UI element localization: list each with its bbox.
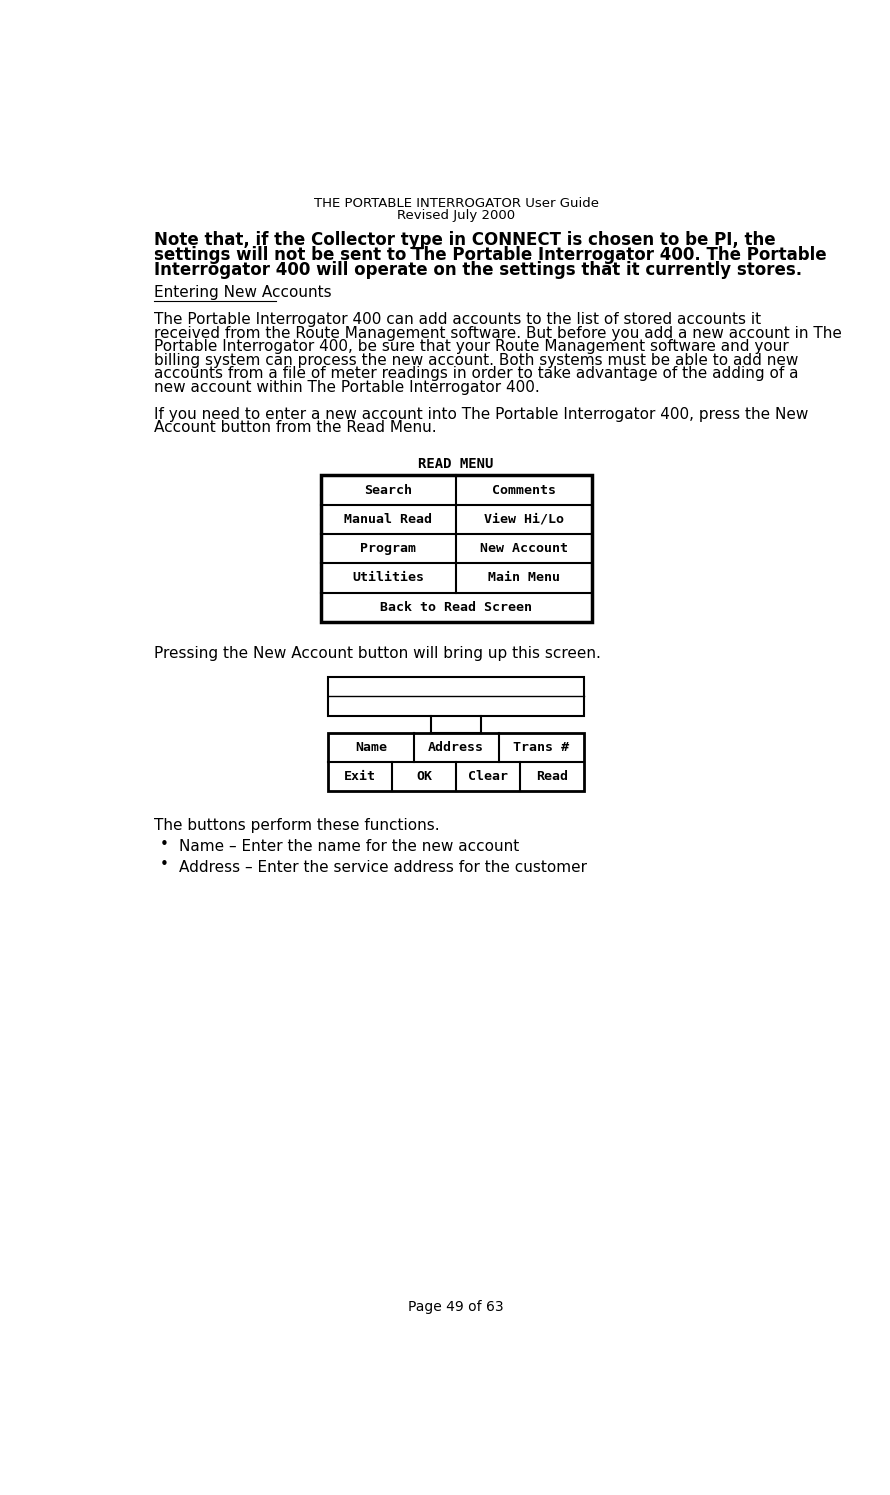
Text: accounts from a file of meter readings in order to take advantage of the adding : accounts from a file of meter readings i… [154,366,798,381]
Bar [320,475,592,622]
Text: billing system can process the new account. Both systems must be able to add new: billing system can process the new accou… [154,353,798,368]
Text: Interrogator 400 will operate on the settings that it currently stores.: Interrogator 400 will operate on the set… [154,262,802,280]
Text: received from the Route Management software. But before you add a new account in: received from the Route Management softw… [154,326,842,341]
Text: Portable Interrogator 400, be sure that your Route Management software and your: Portable Interrogator 400, be sure that … [154,339,789,354]
Text: settings will not be sent to The Portable Interrogator 400. The Portable: settings will not be sent to The Portabl… [154,247,827,265]
Text: The buttons perform these functions.: The buttons perform these functions. [154,818,440,833]
Text: Name: Name [355,742,387,753]
Text: Note that, if the Collector type in CONNECT is chosen to be PI, the: Note that, if the Collector type in CONN… [154,232,775,250]
Text: Read: Read [536,770,568,783]
Bar [328,677,584,716]
Text: •: • [160,837,169,852]
Text: THE PORTABLE INTERROGATOR User Guide: THE PORTABLE INTERROGATOR User Guide [313,197,599,211]
Text: Account button from the Read Menu.: Account button from the Read Menu. [154,420,436,435]
Text: Trans #: Trans # [514,742,570,753]
Text: Address – Enter the service address for the customer: Address – Enter the service address for … [179,860,587,875]
Text: Back to Read Screen: Back to Read Screen [380,601,532,613]
Text: Revised July 2000: Revised July 2000 [397,209,515,223]
Text: OK: OK [417,770,433,783]
Text: View Hi/Lo: View Hi/Lo [484,513,564,526]
Text: Manual Read: Manual Read [344,513,433,526]
Text: Name – Enter the name for the new account: Name – Enter the name for the new accoun… [179,839,519,854]
Text: New Account: New Account [480,543,568,555]
Text: Entering New Accounts: Entering New Accounts [154,286,331,300]
Text: The Portable Interrogator 400 can add accounts to the list of stored accounts it: The Portable Interrogator 400 can add ac… [154,312,761,327]
Bar [328,733,584,791]
Text: Comments: Comments [492,483,556,496]
Text: READ MENU: READ MENU [418,457,494,471]
Text: •: • [160,858,169,873]
Text: Search: Search [364,483,412,496]
Text: Utilities: Utilities [352,571,425,585]
Text: Pressing the New Account button will bring up this screen.: Pressing the New Account button will bri… [154,646,601,661]
Text: Clear: Clear [468,770,508,783]
Text: new account within The Portable Interrogator 400.: new account within The Portable Interrog… [154,380,539,395]
Text: Page 49 of 63: Page 49 of 63 [409,1299,504,1314]
Text: If you need to enter a new account into The Portable Interrogator 400, press the: If you need to enter a new account into … [154,407,808,422]
Text: Program: Program [360,543,417,555]
Text: Address: Address [428,742,484,753]
Text: Exit: Exit [344,770,376,783]
Text: Main Menu: Main Menu [488,571,560,585]
